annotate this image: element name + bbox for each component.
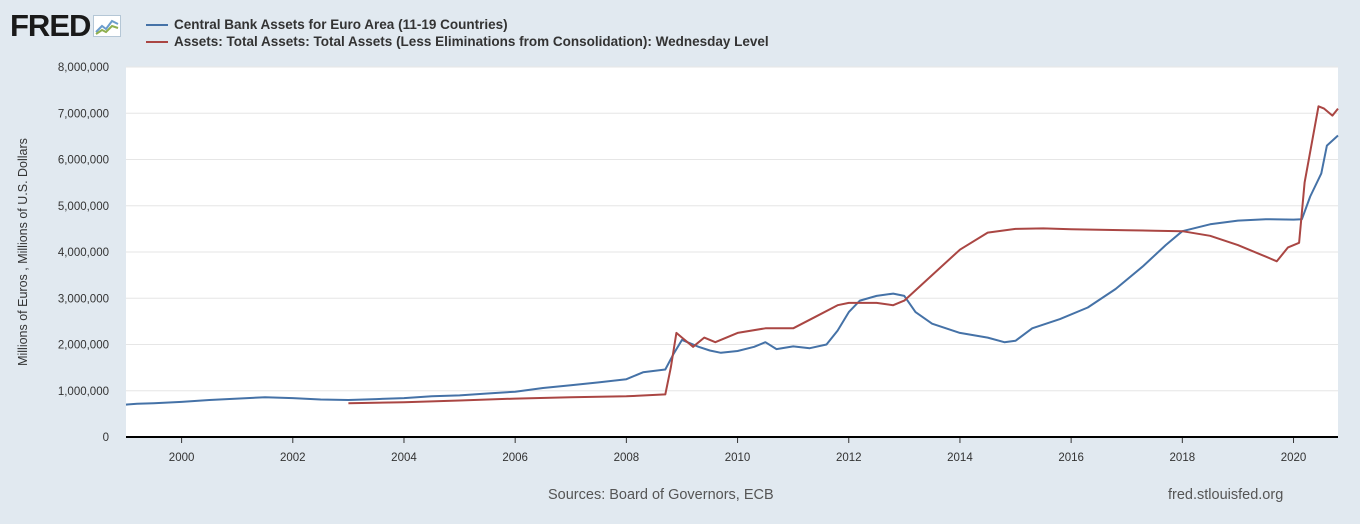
y-tick-label: 7,000,000: [58, 108, 109, 120]
fred-logo-text: FRED: [10, 8, 91, 43]
chart-line-icon: [93, 15, 122, 37]
x-axis-ticks: 2000 2002 2004 2006 2008 2010 2012 2014 2016 2018…: [169, 437, 1307, 464]
chart-header: FRED Central Bank Assets for Euro Area (…: [10, 8, 1350, 52]
line-chart[interactable]: 0 1,000,000 2,000,000 3,000,000 4,000,000 5,0…: [0, 52, 1360, 482]
y-axis-label: Millions of Euros , Millions of U.S. Dol…: [16, 138, 30, 366]
legend-label-series-2: Assets: Total Assets: Total Assets (Less…: [174, 34, 769, 49]
x-tick-label: 2012: [836, 452, 862, 464]
legend-item-series-1[interactable]: Central Bank Assets for Euro Area (11-19…: [146, 16, 769, 33]
legend-label-series-1: Central Bank Assets for Euro Area (11-19…: [174, 17, 508, 32]
legend-swatch-series-1: [146, 23, 168, 26]
x-tick-label: 2002: [280, 452, 306, 464]
x-tick-label: 2018: [1170, 452, 1196, 464]
x-tick-label: 2006: [502, 452, 528, 464]
x-tick-label: 2014: [947, 452, 973, 464]
grid-lines: [126, 66, 1338, 392]
y-tick-label: 0: [103, 432, 109, 444]
x-tick-label: 2004: [391, 452, 417, 464]
y-tick-label: 6,000,000: [58, 155, 109, 167]
x-tick-label: 2020: [1281, 452, 1307, 464]
legend-item-series-2[interactable]: Assets: Total Assets: Total Assets (Less…: [146, 33, 769, 50]
x-tick-label: 2016: [1058, 452, 1084, 464]
fred-url-link[interactable]: fred.stlouisfed.org: [1168, 487, 1284, 503]
y-tick-label: 8,000,000: [58, 62, 109, 74]
y-tick-label: 3,000,000: [58, 293, 109, 305]
series-line-1[interactable]: [125, 134, 1339, 406]
x-tick-label: 2010: [725, 452, 751, 464]
legend-swatch-series-2: [146, 40, 168, 43]
y-axis-ticks: 0 1,000,000 2,000,000 3,000,000 4,000,000 5,0…: [58, 62, 109, 444]
series-line-2[interactable]: [348, 105, 1339, 405]
y-tick-label: 5,000,000: [58, 201, 109, 213]
chart-legend: Central Bank Assets for Euro Area (11-19…: [146, 16, 769, 50]
fred-logo[interactable]: FRED: [10, 8, 122, 43]
y-tick-label: 1,000,000: [58, 386, 109, 398]
x-tick-label: 2008: [614, 452, 640, 464]
y-tick-label: 4,000,000: [58, 247, 109, 259]
series-lines: [125, 105, 1339, 406]
y-tick-label: 2,000,000: [58, 340, 109, 352]
sources-text: Sources: Board of Governors, ECB: [548, 487, 774, 503]
x-tick-label: 2000: [169, 452, 195, 464]
